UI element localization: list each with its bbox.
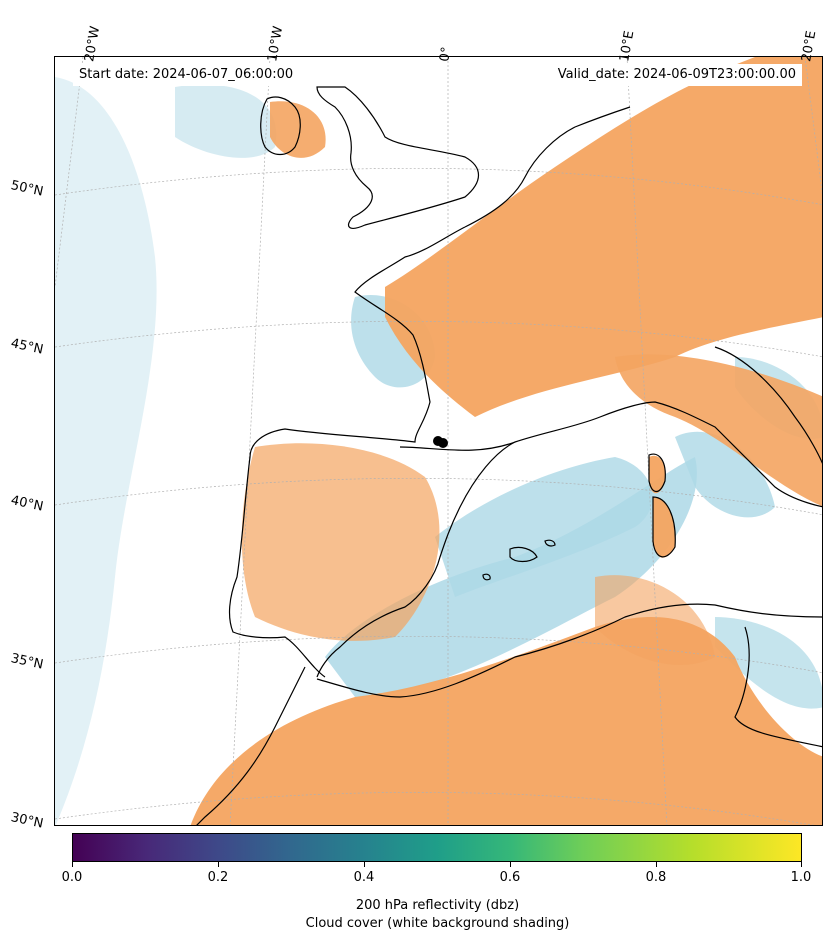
latitude-label: 45°N [9,336,45,358]
colorbar-tick [656,862,657,867]
refl-algeria-east [595,575,715,666]
latitude-label: 50°N [9,178,45,200]
coast-ireland [260,96,301,156]
refl-central-europe [385,57,822,417]
colorbar-tick-label: 0.0 [61,870,83,885]
colorbar-tick [801,862,802,867]
valid-date-label: Valid_date: 2024-06-09T23:00:00.00 [551,64,802,86]
refl-corsica [649,455,666,494]
coastlines [196,86,822,825]
coast-menorca [544,539,556,547]
colorbar-tick [218,862,219,867]
colorbar-tick-label: 0.4 [353,870,375,885]
latitude-label: 40°N [9,493,45,515]
parallel-40n [55,477,822,516]
colorbar [72,833,802,862]
location-marker [433,436,448,448]
cloud-ireland [175,84,277,158]
colorbar-tick-label: 0.2 [207,870,229,885]
cloud-shading [55,77,822,825]
coast-north-sea [464,106,631,228]
colorbar-tick [364,862,365,867]
colorbar-tick [510,862,511,867]
cloud-atlantic-west [55,77,157,825]
coast-spain-mediterranean [316,441,516,678]
graticule [55,57,822,825]
coast-tunisia [734,626,822,748]
parallel-45n [55,320,822,358]
meridian-20w [55,57,84,288]
latitude-label: 30°N [9,810,45,832]
coast-north-africa [196,603,822,825]
map-canvas [55,57,822,825]
parallel-50n [55,167,822,206]
coast-corsica [648,453,666,493]
refl-iberia [241,443,440,641]
refl-ireland [270,101,326,158]
cloud-libya [715,617,822,709]
colorbar-title: 200 hPa reflectivity (dbz) [355,898,520,913]
cloud-balearic [435,457,653,597]
coast-mediterranean-north [399,401,822,508]
coast-mallorca [509,546,538,563]
cloud-tyrrhenian [675,431,775,518]
colorbar-tick-label: 0.8 [645,870,667,885]
map-panel [54,56,823,826]
longitude-label: 0° [437,45,455,63]
coast-britain [316,86,480,229]
meridian-10w [229,57,271,825]
coast-italy-east [714,346,822,464]
parallel-35n [55,635,822,674]
marker-dot [438,438,448,448]
colorbar-tick-label: 0.6 [499,870,521,885]
meridian-20e [804,57,822,194]
colorbar-tick-label: 1.0 [790,870,812,885]
colorbar-subtitle: Cloud cover (white background shading) [305,916,570,931]
meridian-10e [626,57,668,825]
reflectivity-shading [190,57,822,825]
start-date-label: Start date: 2024-06-07_06:00:00 [73,64,300,86]
coast-ibiza [482,573,491,581]
refl-sardinia [653,497,676,558]
colorbar-tick [72,862,73,867]
latitude-label: 35°N [9,651,45,673]
coast-sardinia [652,496,676,558]
coast-france-spain-atlantic [228,226,466,678]
parallel-30n [55,792,815,825]
